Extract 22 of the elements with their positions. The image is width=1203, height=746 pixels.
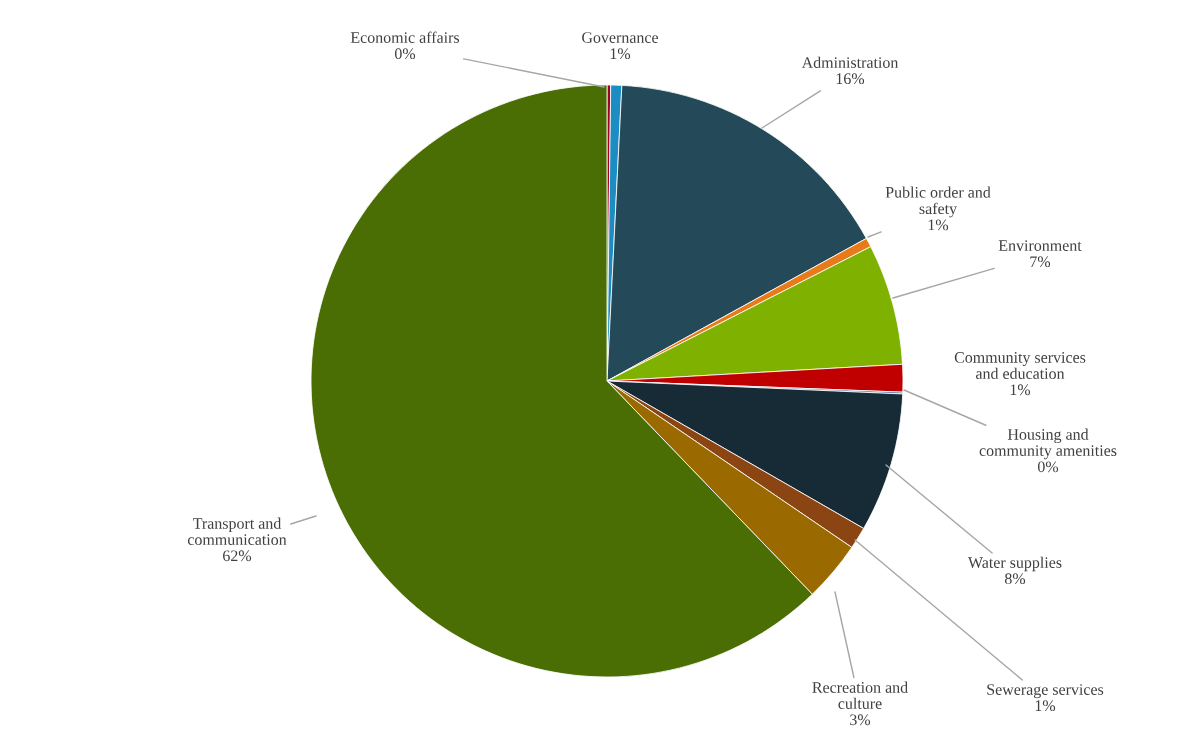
- slice-label: Housing and community amenities: [979, 428, 1117, 460]
- slice-label: Sewerage services: [987, 684, 1104, 699]
- data-label: 3%: [850, 714, 871, 726]
- slice-label: Recreation and culture: [812, 681, 908, 709]
- slice-label: Community services and education: [954, 352, 1086, 379]
- data-label: 62%: [223, 550, 252, 562]
- data-label: 0%: [1037, 461, 1059, 473]
- data-label: 1%: [928, 219, 949, 231]
- data-label: 1%: [1010, 384, 1031, 396]
- data-label: 0%: [394, 48, 416, 60]
- data-label: 16%: [836, 73, 865, 85]
- data-label: 1%: [610, 48, 631, 60]
- slice-label: Economic affairs: [350, 31, 460, 43]
- data-label: 8%: [1004, 573, 1026, 585]
- slice-label: Administration: [801, 56, 899, 68]
- slice-label: Governance: [582, 32, 659, 43]
- slice-label: Environment: [998, 240, 1082, 251]
- data-label: 1%: [1035, 700, 1056, 712]
- data-label: 7%: [1030, 256, 1051, 268]
- slice-label: Public order and safety: [885, 186, 991, 218]
- slice-label: Water supplies: [967, 556, 1062, 572]
- slice-label: Transport and communication: [187, 517, 287, 545]
